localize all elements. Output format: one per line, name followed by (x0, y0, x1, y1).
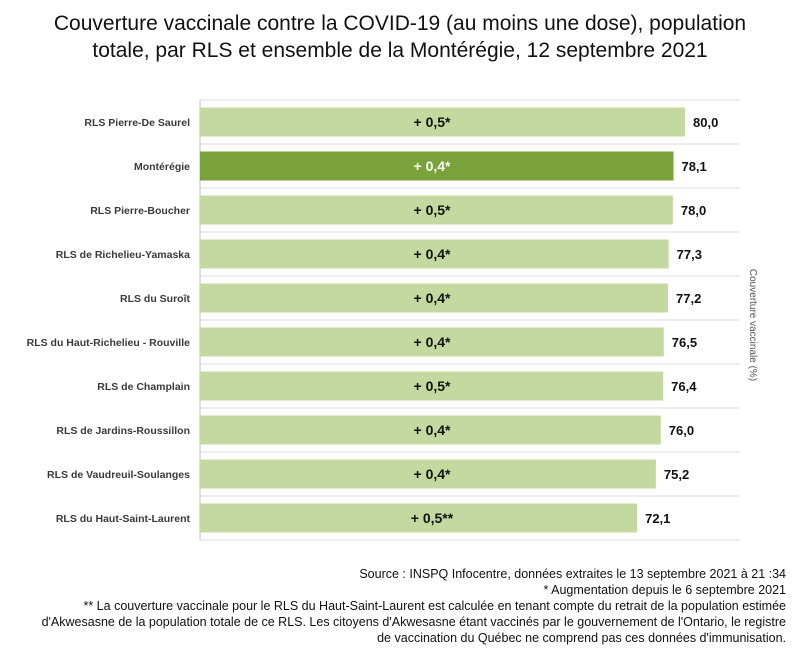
value-label: 77,2 (676, 291, 701, 306)
bar (200, 107, 685, 137)
category-label: RLS Pierre-Boucher (90, 205, 190, 217)
value-label: 76,5 (672, 335, 697, 350)
category-label: RLS du Haut-Saint-Laurent (56, 513, 191, 525)
footnote-haut-saint-laurent-1: ** La couverture vaccinale pour le RLS d… (83, 599, 786, 613)
chart-title-line-1: Couverture vaccinale contre la COVID-19 … (53, 12, 747, 35)
category-label: RLS de Richelieu-Yamaska (56, 249, 190, 261)
bar (200, 415, 661, 445)
value-label: 76,4 (671, 379, 697, 394)
bar (200, 151, 674, 181)
value-label: 80,0 (693, 115, 718, 130)
bar (200, 371, 664, 401)
value-label: 72,1 (645, 511, 670, 526)
category-label: RLS de Champlain (97, 381, 190, 393)
category-label: RLS Pierre-De Saurel (84, 117, 190, 129)
value-label: 78,0 (681, 203, 706, 218)
category-label: RLS du Suroît (120, 293, 190, 305)
bar (200, 283, 669, 313)
value-label: 76,0 (669, 423, 694, 438)
value-label: 77,3 (677, 247, 702, 262)
increase-label: + 0,5* (414, 114, 452, 130)
bar (200, 459, 656, 489)
category-label: RLS de Vaudreuil-Soulanges (47, 469, 190, 481)
category-label: RLS de Jardins-Roussillon (56, 425, 190, 437)
y-axis-title: Couverture vaccinale (%) (747, 269, 758, 381)
source-note: Source : INSPQ Infocentre, données extra… (359, 567, 786, 581)
increase-label: + 0,5** (411, 510, 454, 526)
value-label: 75,2 (664, 467, 689, 482)
increase-label: + 0,4* (414, 246, 452, 262)
increase-label: + 0,5* (414, 202, 452, 218)
increase-label: + 0,4* (414, 466, 452, 482)
bars: RLS Pierre-De Saurel + 0,5* 80,0 Montérégie… (27, 107, 718, 533)
increase-label: + 0,4* (414, 422, 452, 438)
increase-label: + 0,4* (414, 334, 452, 350)
footnote-haut-saint-laurent-2: d'Akwesasne de la population totale de c… (41, 615, 786, 629)
bar (200, 327, 664, 357)
chart-title-line-2: totale, par RLS et ensemble de la Montér… (92, 39, 708, 62)
category-label: Montérégie (134, 161, 190, 173)
gridlines (199, 99, 740, 541)
bar-chart: RLS Pierre-De Saurel + 0,5* 80,0 Montérégie… (27, 99, 758, 541)
increase-label: + 0,4* (414, 290, 452, 306)
footnote-increase: * Augmentation depuis le 6 septembre 202… (543, 583, 786, 597)
bar (200, 239, 669, 269)
bar (200, 195, 673, 225)
footnote-haut-saint-laurent-3: de vaccination du Québec ne comprend pas… (377, 631, 786, 645)
increase-label: + 0,4* (414, 158, 452, 174)
increase-label: + 0,5* (414, 378, 452, 394)
bar (200, 503, 638, 533)
chart-notes: Source : INSPQ Infocentre, données extra… (6, 566, 786, 646)
value-label: 78,1 (681, 159, 706, 174)
category-label: RLS du Haut-Richelieu - Rouville (27, 337, 191, 349)
chart-title: Couverture vaccinale contre la COVID-19 … (0, 10, 800, 64)
